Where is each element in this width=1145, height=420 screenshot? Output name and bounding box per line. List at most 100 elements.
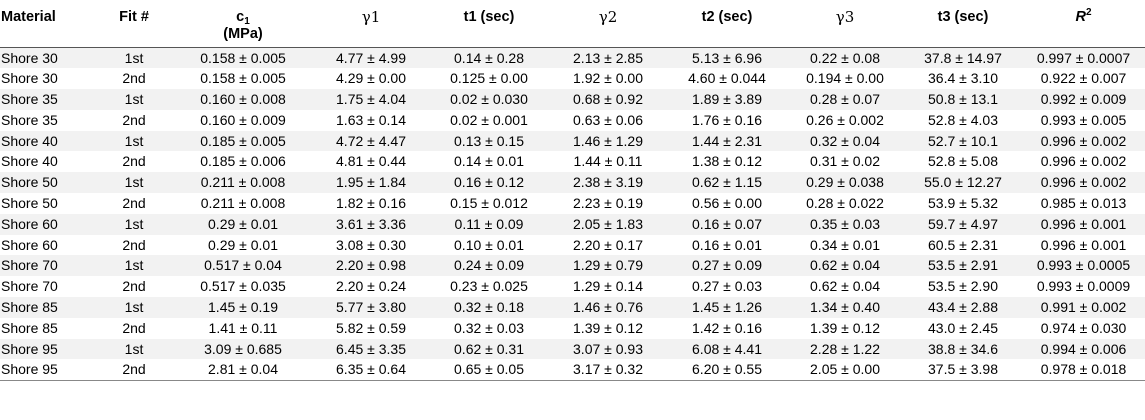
- cell-gamma2: 2.20 ± 0.17: [573, 236, 643, 253]
- cell-gamma3: 1.34 ± 0.40: [810, 299, 880, 316]
- cell-t3: 59.7 ± 4.97: [928, 215, 998, 232]
- cell-gamma2: 3.07 ± 0.93: [573, 340, 643, 357]
- cell-gamma2: 2.23 ± 0.19: [573, 195, 643, 212]
- cell-t1: 0.15 ± 0.012: [450, 195, 528, 212]
- cell-fit: 1st: [124, 49, 144, 66]
- cell-t1: 0.14 ± 0.28: [454, 49, 524, 66]
- cell-fit: 2nd: [122, 236, 146, 253]
- cell-gamma2: 1.39 ± 0.12: [573, 319, 643, 336]
- cell-t2: 0.27 ± 0.03: [692, 278, 762, 295]
- cell-c1: 0.185 ± 0.005: [200, 132, 286, 149]
- cell-gamma3: 0.29 ± 0.038: [806, 174, 884, 191]
- cell-t3: 53.9 ± 5.32: [928, 195, 998, 212]
- cell-t1: 0.32 ± 0.18: [454, 299, 524, 316]
- table-row: Shore 70 1st 0.517 ± 0.04 2.20 ± 0.98 0.24 ±…: [0, 255, 1145, 277]
- header-gamma3: γ3: [786, 0, 904, 48]
- cell-t3: 43.4 ± 2.88: [928, 299, 998, 316]
- cell-t2: 5.13 ± 6.96: [692, 49, 762, 66]
- header-gamma2-label: γ2: [598, 8, 618, 26]
- cell-t2: 1.76 ± 0.16: [692, 111, 762, 128]
- cell-gamma3: 0.34 ± 0.01: [810, 236, 880, 253]
- cell-gamma3: 0.31 ± 0.02: [810, 153, 880, 170]
- cell-t2: 0.27 ± 0.09: [692, 257, 762, 274]
- cell-t3: 50.8 ± 13.1: [928, 91, 998, 108]
- header-c1-unit: (MPa): [223, 26, 263, 42]
- cell-r2: 0.996 ± 0.001: [1040, 215, 1127, 232]
- cell-gamma1: 4.29 ± 0.00: [336, 70, 406, 87]
- cell-material: Shore 70: [1, 278, 58, 295]
- table-row: Shore 35 2nd 0.160 ± 0.009 1.63 ± 0.14 0.02 …: [0, 109, 1145, 131]
- cell-t3: 37.5 ± 3.98: [904, 359, 1022, 382]
- cell-r2: 0.993 ± 0.005: [1040, 111, 1127, 128]
- cell-material: Shore 40: [1, 153, 58, 170]
- cell-gamma3: 0.26 ± 0.002: [806, 111, 884, 128]
- cell-fit: 2nd: [122, 70, 146, 87]
- cell-r2: 0.996 ± 0.002: [1040, 153, 1127, 170]
- cell-c1: 0.160 ± 0.009: [200, 111, 286, 128]
- cell-material: Shore 60: [1, 236, 58, 253]
- cell-r2: 0.974 ± 0.030: [1040, 319, 1127, 336]
- cell-t1: 0.16 ± 0.12: [454, 174, 524, 191]
- cell-gamma1: 1.75 ± 4.04: [336, 91, 406, 108]
- cell-c1: 0.211 ± 0.008: [200, 174, 286, 191]
- header-r2-superscript: 2: [1085, 7, 1092, 18]
- cell-material: Shore 50: [1, 174, 58, 191]
- cell-t1: 0.24 ± 0.09: [454, 257, 524, 274]
- cell-gamma1: 4.77 ± 4.99: [336, 49, 406, 66]
- cell-t3: 38.8 ± 34.6: [928, 340, 998, 357]
- header-c1-subscript: 1: [244, 16, 250, 27]
- cell-gamma3: 0.35 ± 0.03: [810, 215, 880, 232]
- cell-c1: 1.41 ± 0.11: [208, 319, 278, 336]
- table-row: Shore 95 1st 3.09 ± 0.685 6.45 ± 3.35 0.62 ±…: [0, 338, 1145, 360]
- cell-c1: 0.29 ± 0.01: [208, 236, 278, 253]
- cell-c1: 0.517 ± 0.04: [204, 257, 282, 274]
- cell-t3: 60.5 ± 2.31: [928, 236, 998, 253]
- table-row: Shore 50 1st 0.211 ± 0.008 1.95 ± 1.84 0.16 …: [0, 172, 1145, 194]
- table-row: Shore 95 2nd 2.81 ± 0.04 6.35 ± 0.64 0.65 ± …: [0, 359, 1145, 382]
- cell-gamma1: 6.45 ± 3.35: [336, 340, 406, 357]
- cell-c1: 0.211 ± 0.008: [200, 195, 286, 212]
- cell-c1: 0.160 ± 0.008: [200, 91, 286, 108]
- cell-material: Shore 85: [1, 299, 58, 316]
- header-r2: R2: [1022, 0, 1145, 48]
- cell-fit: 2nd: [94, 359, 174, 382]
- cell-fit: 1st: [124, 257, 144, 274]
- cell-c1: 3.09 ± 0.685: [204, 340, 282, 357]
- cell-material: Shore 85: [1, 319, 58, 336]
- cell-material: Shore 40: [1, 132, 58, 149]
- cell-r2: 0.997 ± 0.0007: [1036, 49, 1131, 66]
- cell-fit: 1st: [124, 132, 144, 149]
- cell-t1: 0.65 ± 0.05: [430, 359, 548, 382]
- header-gamma2: γ2: [548, 0, 668, 48]
- cell-gamma2: 1.44 ± 0.11: [573, 153, 643, 170]
- cell-c1: 0.29 ± 0.01: [208, 215, 278, 232]
- cell-r2: 0.985 ± 0.013: [1040, 195, 1127, 212]
- cell-fit: 1st: [124, 299, 144, 316]
- cell-gamma1: 1.95 ± 1.84: [336, 174, 406, 191]
- cell-gamma2: 1.46 ± 1.29: [573, 132, 643, 149]
- cell-t1: 0.32 ± 0.03: [454, 319, 524, 336]
- cell-t2: 0.62 ± 1.15: [692, 174, 762, 191]
- cell-gamma1: 5.82 ± 0.59: [336, 319, 406, 336]
- cell-fit: 2nd: [122, 195, 146, 212]
- cell-gamma1: 4.81 ± 0.44: [336, 153, 406, 170]
- cell-gamma1: 2.20 ± 0.24: [336, 278, 406, 295]
- header-c1: c1 (MPa): [174, 0, 312, 48]
- cell-r2: 0.993 ± 0.0009: [1036, 278, 1131, 295]
- cell-c1: 0.517 ± 0.035: [200, 278, 286, 295]
- cell-material: Shore 30: [1, 70, 58, 87]
- cell-t2: 0.16 ± 0.01: [692, 236, 762, 253]
- cell-gamma1: 1.82 ± 0.16: [336, 195, 406, 212]
- header-fit: Fit #: [94, 0, 174, 48]
- cell-t2: 1.38 ± 0.12: [692, 153, 762, 170]
- table-row: Shore 30 1st 0.158 ± 0.005 4.77 ± 4.99 0.14 …: [0, 47, 1145, 69]
- cell-r2: 0.996 ± 0.001: [1040, 236, 1127, 253]
- cell-gamma2: 3.17 ± 0.32: [548, 359, 668, 382]
- results-table: Material Fit # c1 (MPa) γ1 t1 (sec) γ2 t2…: [0, 0, 1145, 382]
- cell-c1: 0.158 ± 0.005: [200, 49, 286, 66]
- cell-r2: 0.994 ± 0.006: [1040, 340, 1127, 357]
- cell-r2: 0.922 ± 0.007: [1040, 70, 1127, 87]
- cell-t1: 0.02 ± 0.030: [450, 91, 528, 108]
- cell-t3: 36.4 ± 3.10: [928, 70, 998, 87]
- cell-material: Shore 60: [1, 215, 58, 232]
